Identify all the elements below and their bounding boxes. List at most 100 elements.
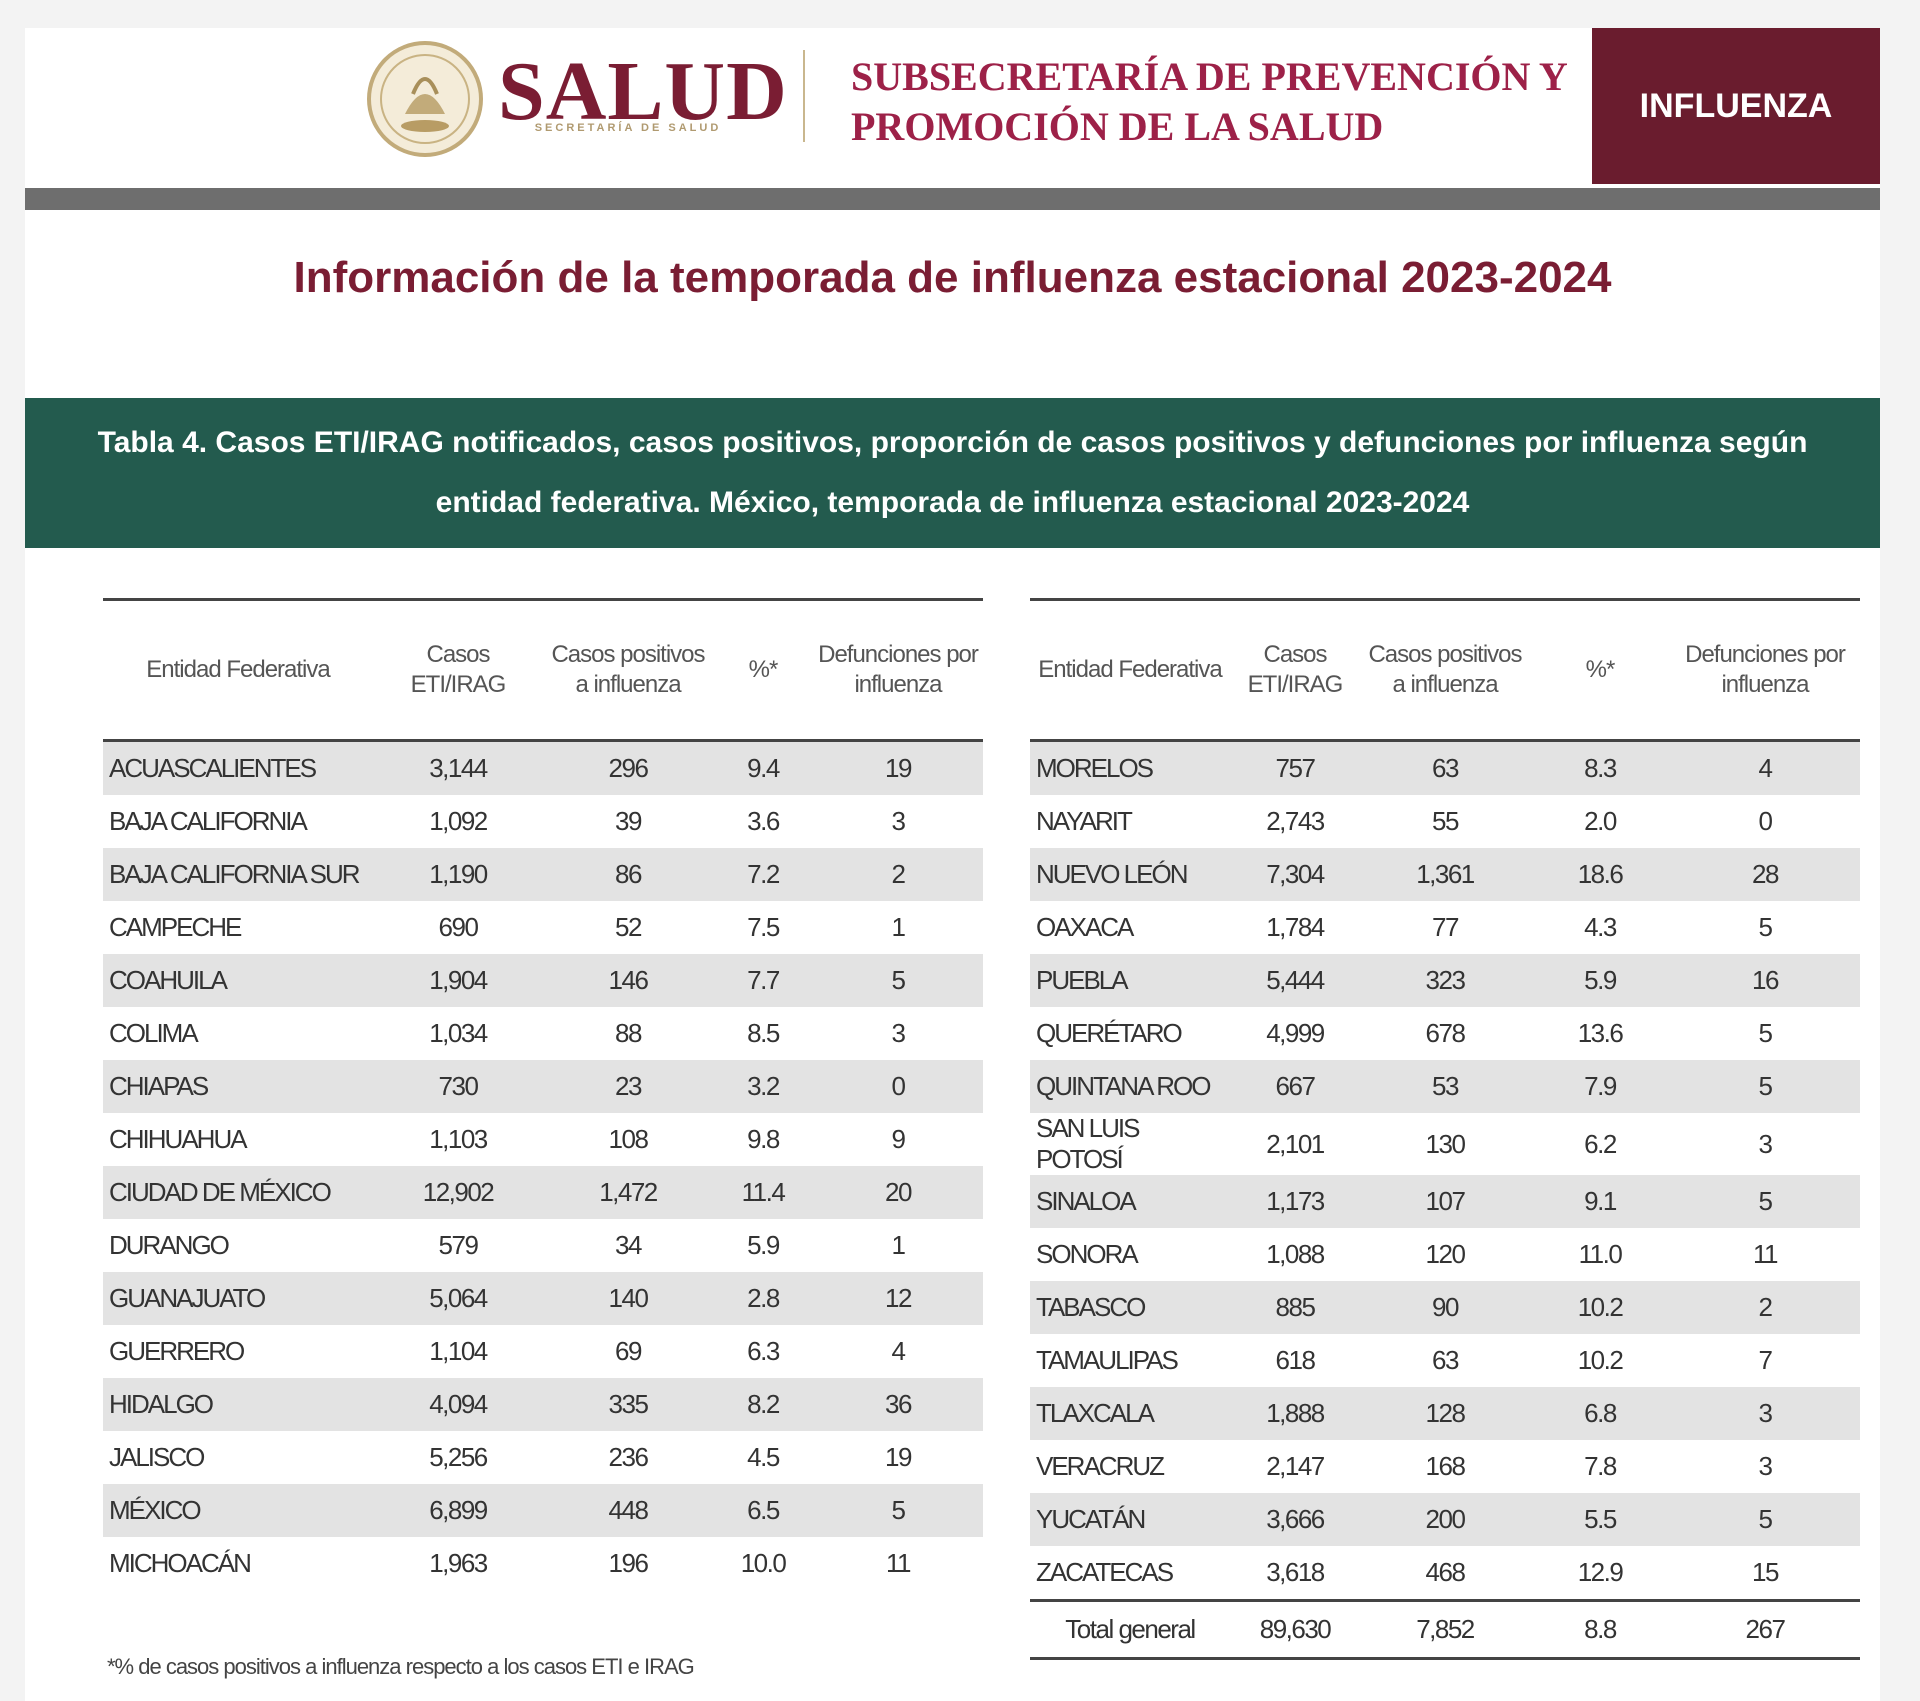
cell-casos: 579 bbox=[438, 1230, 479, 1260]
cell-percent: 18.6 bbox=[1530, 848, 1670, 901]
total-defunciones: 267 bbox=[1670, 1599, 1860, 1660]
table-row: CHIAPAS 730 23 3.2 0 bbox=[103, 1060, 983, 1113]
table-row: JALISCO 5,256 236 4.5 19 bbox=[103, 1431, 983, 1484]
cell-percent: 8.3 bbox=[1530, 740, 1670, 795]
cell-defunciones: 0 bbox=[1758, 806, 1773, 836]
cell-percent: 6.3 bbox=[747, 1336, 780, 1366]
cell-percent: 4.5 bbox=[747, 1442, 780, 1472]
cell-casos: 12,902 bbox=[373, 1166, 543, 1219]
cell-defunciones: 4 bbox=[1670, 740, 1860, 795]
cell-percent: 6.8 bbox=[1530, 1387, 1670, 1440]
document-page: SALUD SECRETARÍA DE SALUD SUBSECRETARÍA … bbox=[25, 28, 1880, 1701]
left-table-body: ACUASCALIENTES 3,144 296 9.4 19 BAJA CALIFORN… bbox=[103, 740, 983, 1591]
table-row: ACUASCALIENTES 3,144 296 9.4 19 bbox=[103, 740, 983, 795]
cell-casos: 3,618 bbox=[1266, 1557, 1325, 1587]
cell-casos: 1,963 bbox=[429, 1548, 488, 1578]
table-row: MÉXICO 6,899 448 6.5 5 bbox=[103, 1484, 983, 1537]
cell-entidad: JALISCO bbox=[109, 1442, 205, 1472]
cell-entidad: COLIMA bbox=[109, 1018, 199, 1048]
cell-percent: 10.2 bbox=[1577, 1345, 1624, 1375]
cell-defunciones: 3 bbox=[891, 806, 906, 836]
cell-defunciones: 20 bbox=[813, 1166, 983, 1219]
cell-percent: 13.6 bbox=[1577, 1018, 1624, 1048]
cell-positivos: 140 bbox=[543, 1272, 713, 1325]
table-caption-text: Tabla 4. Casos ETI/IRAG notificados, cas… bbox=[97, 426, 1808, 519]
cell-percent: 7.7 bbox=[713, 954, 813, 1007]
header-positivos: Casos positivos a influenza bbox=[1360, 598, 1530, 742]
table-row: GUERRERO 1,104 69 6.3 4 bbox=[103, 1325, 983, 1378]
cell-defunciones: 2 bbox=[1670, 1281, 1860, 1334]
table-row: SINALOA 1,173 107 9.1 5 bbox=[1030, 1175, 1860, 1228]
page-title: Información de la temporada de influenza… bbox=[293, 253, 1612, 302]
cell-defunciones: 3 bbox=[1758, 1451, 1773, 1481]
cell-percent: 3.6 bbox=[747, 806, 780, 836]
cell-entidad: HIDALGO bbox=[103, 1378, 373, 1431]
cell-entidad: TABASCO bbox=[1030, 1281, 1230, 1334]
cell-defunciones: 5 bbox=[1670, 1060, 1860, 1113]
table-row: BAJA CALIFORNIA 1,092 39 3.6 3 bbox=[103, 795, 983, 848]
cell-positivos: 55 bbox=[1432, 806, 1459, 836]
cell-casos: 3,666 bbox=[1230, 1493, 1360, 1546]
table-row: GUANAJUATO 5,064 140 2.8 12 bbox=[103, 1272, 983, 1325]
cell-positivos: 335 bbox=[543, 1378, 713, 1431]
cell-percent: 6.2 bbox=[1584, 1128, 1617, 1159]
cell-percent: 6.5 bbox=[713, 1484, 813, 1537]
cell-defunciones: 5 bbox=[813, 954, 983, 1007]
national-seal-logo bbox=[367, 41, 483, 157]
header-divider bbox=[803, 50, 805, 142]
cell-percent: 11.4 bbox=[713, 1166, 813, 1219]
table-row: NAYARIT 2,743 55 2.0 0 bbox=[1030, 795, 1860, 848]
cell-entidad: QUINTANA ROO bbox=[1030, 1060, 1230, 1113]
cell-defunciones: 5 bbox=[1670, 1175, 1860, 1228]
table-row: VERACRUZ 2,147 168 7.8 3 bbox=[1030, 1440, 1860, 1493]
table-row: TLAXCALA 1,888 128 6.8 3 bbox=[1030, 1387, 1860, 1440]
header-percent: %* bbox=[1530, 598, 1670, 742]
table-row: CHIHUAHUA 1,103 108 9.8 9 bbox=[103, 1113, 983, 1166]
cell-entidad: SONORA bbox=[1036, 1239, 1139, 1269]
table-row: MORELOS 757 63 8.3 4 bbox=[1030, 740, 1860, 795]
cell-positivos: 63 bbox=[1360, 740, 1530, 795]
cell-defunciones: 5 bbox=[1758, 912, 1773, 942]
cell-positivos: 107 bbox=[1360, 1175, 1530, 1228]
cell-casos: 1,784 bbox=[1266, 912, 1325, 942]
cell-positivos: 168 bbox=[1425, 1451, 1466, 1481]
cell-entidad: NUEVO LEÓN bbox=[1030, 848, 1230, 901]
cell-positivos: 296 bbox=[543, 740, 713, 795]
cell-percent: 11.0 bbox=[1578, 1239, 1623, 1269]
header-gray-bar bbox=[25, 188, 1880, 210]
cell-casos: 1,088 bbox=[1266, 1239, 1325, 1269]
cell-percent: 5.5 bbox=[1530, 1493, 1670, 1546]
cell-percent: 10.2 bbox=[1530, 1281, 1670, 1334]
right-table-body: MORELOS 757 63 8.3 4 NAYARIT 2,743 55 2.0 0 NUEVO … bbox=[1030, 740, 1860, 1601]
cell-casos: 618 bbox=[1275, 1345, 1316, 1375]
table-row: ZACATECAS 3,618 468 12.9 15 bbox=[1030, 1546, 1860, 1601]
cell-defunciones: 5 bbox=[1670, 1493, 1860, 1546]
cell-percent: 8.2 bbox=[713, 1378, 813, 1431]
table-row: OAXACA 1,784 77 4.3 5 bbox=[1030, 901, 1860, 954]
cell-percent: 9.4 bbox=[713, 740, 813, 795]
cell-positivos: 23 bbox=[543, 1060, 713, 1113]
cell-entidad: ZACATECAS bbox=[1036, 1557, 1174, 1587]
header-percent: %* bbox=[713, 598, 813, 742]
header-casos: Casos ETI/IRAG bbox=[1230, 598, 1360, 742]
cell-positivos: 468 bbox=[1425, 1557, 1466, 1587]
cell-casos: 1,173 bbox=[1230, 1175, 1360, 1228]
table-row: YUCATÁN 3,666 200 5.5 5 bbox=[1030, 1493, 1860, 1546]
table-row: BAJA CALIFORNIA SUR 1,190 86 7.2 2 bbox=[103, 848, 983, 901]
table-row: SAN LUIS POTOSÍ 2,101 130 6.2 3 bbox=[1030, 1113, 1860, 1175]
header-positivos: Casos positivos a influenza bbox=[543, 598, 713, 742]
cell-percent: 9.1 bbox=[1530, 1175, 1670, 1228]
cell-percent: 5.9 bbox=[747, 1230, 780, 1260]
cell-defunciones: 1 bbox=[891, 1230, 906, 1260]
cell-entidad: OAXACA bbox=[1036, 912, 1134, 942]
cell-casos: 885 bbox=[1230, 1281, 1360, 1334]
cell-entidad: VERACRUZ bbox=[1036, 1451, 1165, 1481]
cell-casos: 1,190 bbox=[373, 848, 543, 901]
cell-positivos: 236 bbox=[608, 1442, 649, 1472]
cell-positivos: 130 bbox=[1425, 1128, 1466, 1159]
cell-entidad: QUERÉTARO bbox=[1036, 1018, 1183, 1048]
header-defunciones: Defunciones por influenza bbox=[1670, 598, 1860, 742]
cell-percent: 2.0 bbox=[1584, 806, 1617, 836]
cell-casos: 667 bbox=[1230, 1060, 1360, 1113]
cell-positivos: 678 bbox=[1425, 1018, 1466, 1048]
